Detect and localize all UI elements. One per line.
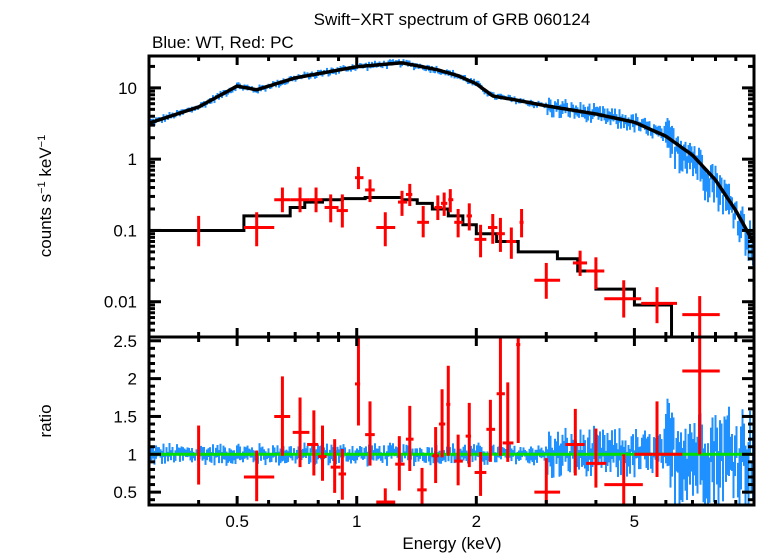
pc-ratio-point bbox=[395, 436, 405, 491]
pc-ratio-point bbox=[565, 408, 585, 476]
pc-data-point bbox=[405, 183, 413, 207]
pc-data-point bbox=[474, 224, 487, 258]
x-axis-label: Energy (keV) bbox=[402, 534, 501, 553]
pc-data-point bbox=[454, 208, 463, 238]
y-axis-label-ratio: ratio bbox=[36, 404, 55, 437]
pc-data-point bbox=[572, 250, 588, 276]
pc-model-step bbox=[149, 195, 693, 339]
y-tick-label: 0.1 bbox=[113, 221, 137, 240]
pc-ratio-point bbox=[338, 449, 347, 500]
pc-data-point bbox=[487, 214, 498, 244]
pc-data-point bbox=[417, 206, 429, 238]
y-tick-label: 10 bbox=[118, 79, 137, 98]
pc-data-point bbox=[365, 179, 375, 203]
pc-data-ratio bbox=[197, 337, 720, 505]
ratio-tick-label: 0.5 bbox=[113, 483, 137, 502]
pc-data-point bbox=[290, 187, 310, 213]
pc-data-point bbox=[376, 212, 396, 247]
pc-data-point bbox=[354, 166, 364, 190]
pc-ratio-point bbox=[446, 365, 451, 456]
y-tick-label: 1 bbox=[128, 150, 137, 169]
pc-ratio-point bbox=[417, 467, 427, 505]
pc-ratio-point bbox=[292, 397, 310, 468]
wt-model-curve bbox=[148, 61, 755, 243]
pc-ratio-point bbox=[405, 405, 414, 471]
pc-ratio-point bbox=[604, 454, 643, 505]
pc-data-point bbox=[448, 189, 454, 213]
pc-data-point bbox=[496, 217, 505, 252]
pc-data-point bbox=[336, 194, 348, 228]
pc-ratio-point bbox=[502, 382, 514, 462]
y-label-kev: keV bbox=[36, 147, 55, 182]
pc-data-point bbox=[274, 187, 291, 213]
pc-data-point bbox=[604, 280, 642, 318]
wt-data-ratio bbox=[149, 398, 754, 505]
pc-ratio-point bbox=[486, 399, 496, 462]
chart-subtitle: Blue: WT, Red: PC bbox=[152, 33, 294, 52]
pc-ratio-point bbox=[274, 376, 291, 456]
pc-data-point bbox=[243, 212, 275, 247]
pc-ratio-point bbox=[376, 488, 396, 505]
pc-data-point bbox=[441, 192, 448, 216]
y-tick-label: 0.01 bbox=[104, 293, 137, 312]
pc-ratio-point bbox=[474, 452, 487, 496]
ratio-tick-label: 1 bbox=[128, 445, 137, 464]
ratio-tick-label: 2.5 bbox=[113, 332, 137, 351]
y-label-counts: counts s bbox=[36, 194, 55, 257]
axis-ticks: 0.5 1 2 5 10 1 0.1 0.01 2.5 2 1.5 1 0.5 bbox=[104, 56, 756, 531]
pc-data-point bbox=[434, 195, 443, 221]
axes-frames bbox=[147, 54, 756, 507]
pc-data-point bbox=[466, 203, 472, 231]
pc-ratio-point bbox=[354, 337, 361, 426]
pc-ratio-point bbox=[516, 337, 521, 443]
pc-model-steps bbox=[149, 195, 693, 339]
y-label-sup1: −1 bbox=[36, 181, 48, 194]
x-tick-label: 1 bbox=[352, 512, 361, 531]
pc-ratio-point bbox=[307, 410, 319, 476]
chart-title: Swift−XRT spectrum of GRB 060124 bbox=[314, 10, 591, 29]
pc-ratio-point bbox=[634, 401, 683, 477]
pc-ratio-point bbox=[534, 458, 561, 505]
y-label-sup2: −1 bbox=[36, 135, 48, 148]
pc-ratio-point bbox=[682, 337, 720, 455]
pc-data-point bbox=[309, 187, 323, 213]
pc-data-point bbox=[586, 257, 605, 290]
pc-ratio-point bbox=[496, 337, 505, 456]
ratio-panel-frame bbox=[147, 335, 756, 507]
pc-data-point bbox=[397, 190, 408, 216]
x-tick-label: 0.5 bbox=[225, 512, 249, 531]
x-tick-label: 2 bbox=[472, 512, 481, 531]
pc-ratio-point bbox=[432, 427, 439, 484]
pc-data-point bbox=[682, 296, 720, 337]
pc-data-spectrum bbox=[197, 166, 720, 337]
wt-model-line bbox=[148, 61, 755, 243]
pc-ratio-point bbox=[438, 389, 446, 458]
pc-ratio-point bbox=[465, 402, 472, 468]
wt-data-spectrum bbox=[149, 59, 754, 266]
pc-data-point bbox=[506, 227, 517, 259]
pc-ratio-point bbox=[318, 425, 327, 481]
pc-data-point bbox=[641, 287, 678, 324]
pc-data-point bbox=[324, 194, 339, 223]
pc-ratio-point bbox=[330, 439, 341, 493]
pc-data-point bbox=[519, 208, 524, 238]
ratio-tick-label: 1.5 bbox=[113, 407, 137, 426]
y-axis-label-spectrum: counts s−1 keV−1 bbox=[36, 135, 55, 257]
pc-ratio-point bbox=[365, 401, 375, 466]
x-tick-label: 5 bbox=[630, 512, 639, 531]
pc-ratio-point bbox=[454, 434, 463, 486]
pc-ratio-point bbox=[586, 428, 607, 488]
pc-data-point bbox=[534, 262, 561, 299]
ratio-tick-label: 2 bbox=[128, 370, 137, 389]
pc-ratio-point bbox=[243, 450, 275, 502]
